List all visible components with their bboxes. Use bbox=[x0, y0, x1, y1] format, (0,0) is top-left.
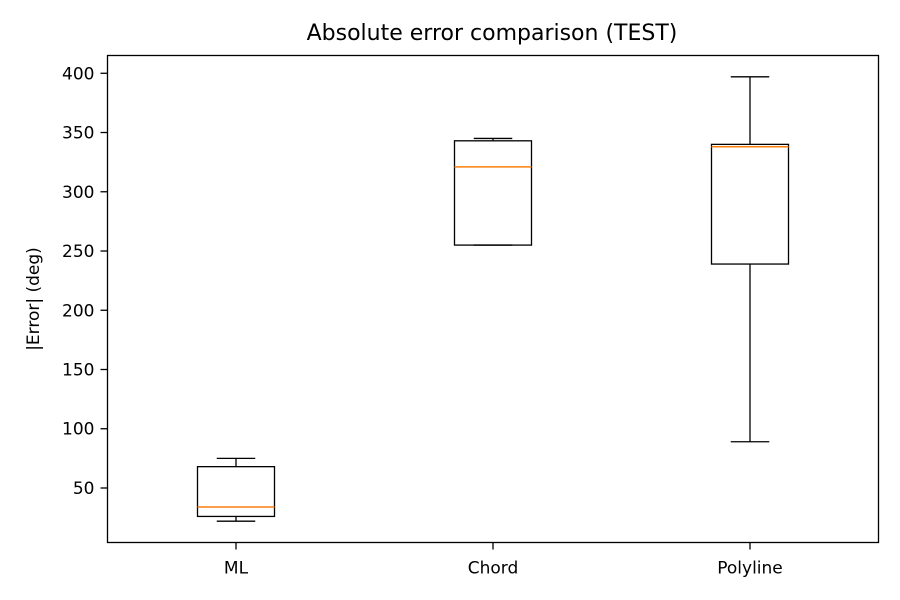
x-tick-label: Polyline bbox=[717, 559, 783, 579]
y-tick-label: 200 bbox=[62, 301, 94, 321]
box-iqr bbox=[196, 466, 276, 518]
box-ml bbox=[196, 457, 276, 522]
y-tick-label: 50 bbox=[73, 479, 95, 499]
box-iqr bbox=[453, 140, 533, 246]
y-tick-label: 250 bbox=[62, 242, 94, 262]
box-iqr bbox=[710, 143, 790, 265]
box-plot-series bbox=[196, 76, 790, 522]
plot-area-frame bbox=[106, 54, 880, 544]
chart-title: Absolute error comparison (TEST) bbox=[307, 21, 678, 46]
y-tick-label: 400 bbox=[62, 64, 94, 84]
box-polyline bbox=[710, 76, 790, 443]
y-tick-label: 150 bbox=[62, 361, 94, 381]
y-axis: 50 100 150 200 250 300 350 400 bbox=[62, 64, 108, 499]
y-tick-label: 100 bbox=[62, 420, 94, 440]
x-tick-label: ML bbox=[224, 559, 249, 579]
y-tick-label: 350 bbox=[62, 124, 94, 144]
y-axis-label: |Error| (deg) bbox=[24, 247, 44, 351]
box-chord bbox=[453, 137, 533, 246]
y-tick-label: 300 bbox=[62, 183, 94, 203]
x-tick-label: Chord bbox=[468, 559, 519, 579]
x-axis: ML Chord Polyline bbox=[224, 542, 783, 579]
